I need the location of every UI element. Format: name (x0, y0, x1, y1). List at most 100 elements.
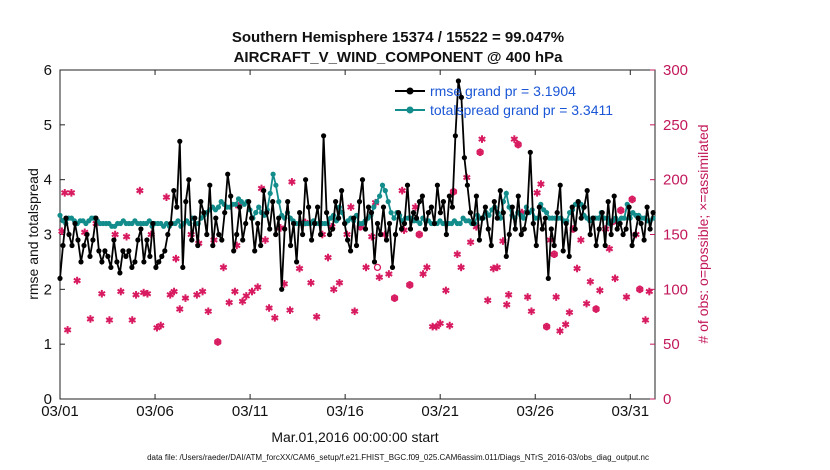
rmse-point (482, 204, 488, 210)
obs-assimilated-marker (170, 287, 178, 296)
rmse-point (617, 220, 623, 227)
obs-assimilated-marker (312, 312, 321, 321)
obs-assimilated-marker (493, 263, 502, 272)
rmse-point (425, 210, 431, 216)
rmse-point (473, 193, 479, 199)
rmse-point (135, 237, 141, 243)
obs-assimilated-marker (253, 283, 262, 291)
legend-marker-spread (406, 106, 414, 114)
obs-assimilated-marker (527, 307, 536, 316)
rmse-point (219, 237, 225, 243)
obs-assimilated-marker (128, 316, 137, 324)
obs-assimilated-marker (436, 319, 444, 328)
rmse-point (240, 237, 246, 243)
obs-assimilated-marker (324, 253, 332, 262)
rmse-point (90, 237, 96, 243)
obs-assimilated-marker (136, 186, 144, 195)
rmse-point (587, 231, 593, 238)
obs-assimilated-marker (261, 236, 270, 244)
legend-label-rmse: rmse grand pr = 3.1904 (430, 83, 576, 99)
rmse-point (177, 138, 183, 144)
obs-assimilated-marker (552, 293, 560, 301)
rmse-point (602, 242, 608, 249)
rmse-point (171, 188, 177, 194)
rmse-point (294, 259, 300, 265)
rmse-point (476, 237, 482, 243)
rmse-point (198, 199, 204, 205)
y-tick-label: 0 (44, 391, 52, 408)
rmse-point (413, 215, 420, 221)
obs-assimilated-marker (504, 291, 513, 299)
rmse-point (114, 259, 120, 265)
rmse-point (144, 237, 150, 243)
rmse-point (395, 210, 402, 216)
rmse-point (168, 220, 174, 227)
rmse-point (330, 226, 336, 232)
rmse-point (66, 231, 72, 238)
rmse-point (129, 264, 135, 270)
rmse-point (252, 248, 258, 254)
totalspread-point (385, 199, 391, 205)
rmse-point (458, 94, 464, 100)
rmse-point (398, 226, 405, 232)
obs-assimilated-marker (573, 264, 581, 273)
rmse-point (560, 248, 566, 254)
rmse-point (120, 248, 126, 254)
rmse-point (231, 248, 237, 254)
obs-assimilated-marker (347, 203, 355, 211)
obs-assimilated-marker (225, 298, 233, 307)
obs-assimilated-marker (457, 263, 465, 272)
rmse-point (569, 204, 575, 210)
rmse-point (102, 248, 108, 254)
obs-assimilated-marker (67, 189, 76, 197)
rmse-point (228, 193, 234, 199)
obs-assimilated-marker (219, 263, 228, 272)
rmse-point (273, 231, 279, 238)
rmse-point (464, 182, 470, 188)
obs-assimilated-marker (565, 308, 574, 317)
obs-possible-marker (628, 195, 636, 204)
obs-possible-marker (373, 263, 382, 272)
totalspread-point (382, 188, 388, 194)
rmse-point (584, 188, 590, 194)
rmse-point (392, 231, 399, 238)
rmse-point (342, 220, 348, 227)
rmse-point (312, 220, 318, 227)
rmse-point (632, 231, 638, 238)
rmse-point (536, 204, 542, 210)
rmse-point (156, 259, 162, 265)
legend-marker-rmse (406, 87, 414, 95)
rmse-point (446, 193, 452, 199)
totalspread-point (215, 204, 221, 210)
rmse-point (234, 231, 240, 238)
rmse-point (353, 242, 360, 249)
rmse-point (279, 286, 285, 292)
rmse-point (479, 215, 485, 221)
obs-assimilated-marker (105, 316, 114, 324)
rmse-point (557, 182, 563, 188)
obs-assimilated-marker (645, 287, 654, 296)
obs-assimilated-marker (466, 238, 475, 246)
rmse-point (422, 226, 428, 232)
rmse-point (267, 226, 273, 232)
rmse-point (623, 226, 629, 232)
rmse-point (488, 242, 494, 249)
y2-tick-label: 100 (663, 281, 688, 298)
rmse-point (201, 210, 207, 216)
rmse-point (641, 237, 647, 243)
totalspread-point (146, 218, 152, 224)
rmse-point (153, 264, 159, 270)
rmse-point (563, 220, 569, 227)
obs-assimilated-marker (561, 320, 570, 329)
rmse-point (593, 242, 599, 249)
x-tick-label: 03/21 (421, 403, 459, 420)
obs-assimilated-marker (265, 304, 273, 312)
rmse-point (605, 199, 611, 205)
rmse-series (57, 78, 656, 292)
rmse-point (63, 215, 69, 221)
obs-possible-marker (415, 230, 423, 239)
obs-assimilated-marker (586, 277, 595, 286)
rmse-point (554, 210, 560, 216)
obs-assimilated-marker (398, 186, 406, 195)
obs-possible-marker (214, 338, 222, 346)
